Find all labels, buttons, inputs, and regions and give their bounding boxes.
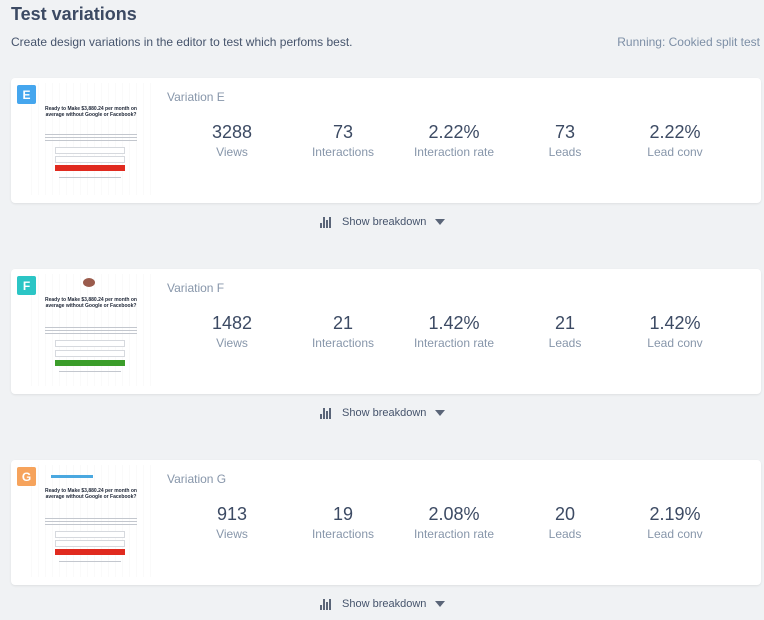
leads-stat: 73 Leads bbox=[548, 122, 582, 159]
bar-chart-icon bbox=[320, 407, 332, 419]
show-breakdown-label: Show breakdown bbox=[342, 216, 427, 228]
views-stat: 913 Views bbox=[216, 504, 248, 541]
views-stat: 3288 Views bbox=[211, 122, 253, 159]
lead-conv-stat: 2.22% Lead conv bbox=[647, 122, 703, 159]
caret-down-icon bbox=[435, 601, 446, 607]
interaction-rate-stat: 2.22% Interaction rate bbox=[413, 122, 495, 159]
page-subtitle: Create design variations in the editor t… bbox=[11, 35, 353, 49]
lead-conv-stat: 1.42% Lead conv bbox=[647, 313, 703, 350]
page-title: Test variations bbox=[11, 4, 137, 24]
lead-conv-stat: 2.19% Lead conv bbox=[647, 504, 703, 541]
caret-down-icon bbox=[435, 219, 446, 225]
interactions-stat: 21 Interactions bbox=[311, 313, 375, 350]
leads-stat: 20 Leads bbox=[548, 504, 582, 541]
show-breakdown-label: Show breakdown bbox=[342, 407, 427, 419]
show-breakdown-label: Show breakdown bbox=[342, 598, 427, 610]
thumbnail-headline: Ready to Make $3,880.24 per month on ave… bbox=[45, 297, 137, 309]
show-breakdown-button[interactable]: Show breakdown bbox=[320, 405, 446, 421]
interactions-stat: 73 Interactions bbox=[311, 122, 375, 159]
variation-name: Variation E bbox=[167, 90, 225, 104]
variation-badge: E bbox=[17, 85, 36, 104]
variation-thumbnail[interactable]: Ready to Make $3,880.24 per month on ave… bbox=[25, 465, 153, 577]
variation-thumbnail[interactable]: Ready to Make $3,880.24 per month on ave… bbox=[25, 83, 153, 195]
caret-down-icon bbox=[435, 410, 446, 416]
thumbnail-headline: Ready to Make $3,880.24 per month on ave… bbox=[45, 106, 137, 118]
thumbnail-topbar bbox=[51, 475, 93, 478]
interaction-rate-stat: 1.42% Interaction rate bbox=[413, 313, 495, 350]
variation-card-g: G Ready to Make $3,880.24 per month on a… bbox=[11, 460, 761, 585]
variation-card-e: E Ready to Make $3,880.24 per month on a… bbox=[11, 78, 761, 203]
show-breakdown-button[interactable]: Show breakdown bbox=[320, 214, 446, 230]
show-breakdown-button[interactable]: Show breakdown bbox=[320, 596, 446, 612]
views-stat: 1482 Views bbox=[211, 313, 253, 350]
bar-chart-icon bbox=[320, 216, 332, 228]
thumbnail-logo bbox=[83, 278, 95, 287]
interaction-rate-stat: 2.08% Interaction rate bbox=[413, 504, 495, 541]
thumbnail-headline: Ready to Make $3,880.24 per month on ave… bbox=[45, 488, 137, 500]
test-status: Running: Cookied split test bbox=[617, 35, 760, 49]
interactions-stat: 19 Interactions bbox=[311, 504, 375, 541]
variation-card-f: F Ready to Make $3,880.24 per month on a… bbox=[11, 269, 761, 394]
variation-thumbnail[interactable]: Ready to Make $3,880.24 per month on ave… bbox=[25, 274, 153, 386]
variation-name: Variation F bbox=[167, 281, 225, 295]
variation-badge: G bbox=[17, 467, 36, 486]
variation-name: Variation G bbox=[167, 472, 227, 486]
leads-stat: 21 Leads bbox=[548, 313, 582, 350]
variation-badge: F bbox=[17, 276, 36, 295]
bar-chart-icon bbox=[320, 598, 332, 610]
